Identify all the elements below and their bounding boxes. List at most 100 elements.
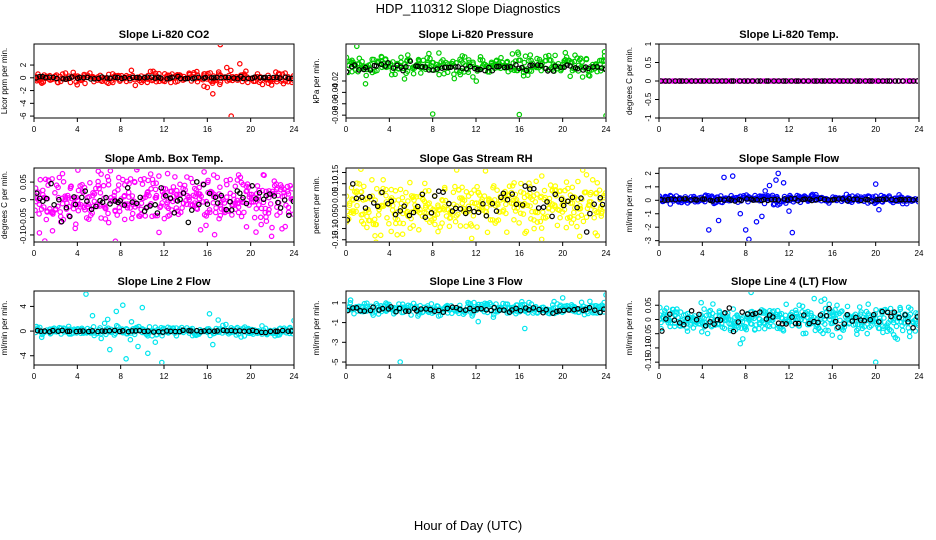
y-tick-label: 0 bbox=[644, 198, 653, 203]
y-tick-label: -2 bbox=[19, 86, 28, 94]
data-point bbox=[235, 204, 242, 210]
data-point bbox=[203, 222, 209, 229]
data-point bbox=[241, 209, 247, 216]
data-point bbox=[453, 169, 460, 173]
data-point bbox=[484, 229, 491, 236]
data-point bbox=[780, 180, 787, 186]
y-tick-label: -0.10 bbox=[331, 219, 340, 238]
data-point bbox=[177, 196, 183, 203]
data-point bbox=[743, 326, 750, 333]
data-point bbox=[243, 200, 250, 207]
data-point bbox=[717, 193, 724, 199]
data-point bbox=[789, 229, 796, 236]
data-point bbox=[203, 198, 210, 205]
data-point bbox=[43, 216, 50, 223]
data-point bbox=[915, 313, 918, 320]
data-point bbox=[251, 74, 258, 81]
data-point bbox=[123, 355, 129, 362]
points bbox=[347, 169, 605, 241]
data-point bbox=[915, 196, 918, 203]
data-point bbox=[404, 52, 411, 58]
data-point bbox=[74, 82, 81, 88]
data-point bbox=[396, 305, 403, 312]
data-point bbox=[717, 317, 724, 323]
data-point bbox=[552, 52, 558, 59]
data-point bbox=[769, 314, 776, 320]
data-point bbox=[766, 182, 773, 189]
data-point bbox=[667, 201, 674, 207]
data-point bbox=[782, 312, 789, 319]
data-point bbox=[253, 196, 259, 202]
data-point bbox=[98, 215, 104, 221]
data-point bbox=[403, 189, 409, 196]
series-all bbox=[347, 45, 605, 117]
series-all bbox=[35, 292, 293, 364]
data-point bbox=[850, 196, 857, 203]
x-tick-label: 4 bbox=[700, 372, 705, 381]
data-point bbox=[856, 304, 863, 310]
data-point bbox=[552, 63, 559, 69]
data-point bbox=[425, 201, 431, 208]
data-point bbox=[119, 327, 126, 334]
data-point bbox=[662, 78, 669, 84]
data-point bbox=[132, 179, 138, 186]
y-tick-label: -1 bbox=[644, 114, 653, 122]
data-point bbox=[400, 220, 407, 227]
x-tick-label: 8 bbox=[118, 372, 123, 381]
data-point bbox=[51, 202, 57, 208]
data-point bbox=[547, 57, 554, 64]
x-tick-label: 24 bbox=[915, 125, 924, 134]
data-point bbox=[504, 196, 511, 203]
data-point bbox=[353, 208, 359, 215]
data-point bbox=[222, 74, 229, 81]
data-point bbox=[153, 180, 160, 187]
data-point bbox=[597, 68, 604, 74]
data-point bbox=[362, 81, 369, 87]
data-point bbox=[42, 238, 48, 241]
data-point bbox=[722, 309, 728, 316]
data-point bbox=[577, 205, 584, 212]
data-point bbox=[537, 218, 544, 225]
y-tick-label: -0.04 bbox=[331, 83, 340, 102]
data-point bbox=[148, 242, 152, 246]
data-point bbox=[793, 78, 800, 84]
data-point bbox=[575, 178, 581, 185]
data-point bbox=[370, 221, 377, 228]
x-tick-label: 4 bbox=[387, 372, 392, 381]
data-point bbox=[363, 72, 370, 79]
data-point bbox=[126, 75, 133, 82]
x-tick-label: 12 bbox=[472, 372, 481, 381]
data-point bbox=[152, 75, 159, 81]
data-point bbox=[119, 75, 125, 82]
data-point bbox=[864, 330, 871, 337]
data-point bbox=[875, 319, 882, 325]
data-point bbox=[183, 197, 189, 204]
data-point bbox=[701, 306, 707, 312]
data-point bbox=[835, 196, 842, 202]
data-point bbox=[895, 311, 902, 317]
points bbox=[35, 292, 293, 364]
data-point bbox=[714, 197, 721, 203]
data-point bbox=[254, 73, 261, 80]
data-point bbox=[172, 174, 178, 180]
data-point bbox=[272, 69, 279, 75]
data-point bbox=[206, 190, 213, 197]
data-point bbox=[826, 301, 833, 308]
data-point bbox=[284, 183, 291, 190]
x-tick-label: 12 bbox=[785, 372, 794, 381]
data-point bbox=[671, 317, 678, 324]
data-point bbox=[268, 233, 275, 240]
points bbox=[660, 170, 918, 241]
x-tick-label: 12 bbox=[472, 249, 481, 258]
data-point bbox=[910, 197, 916, 203]
y-tick-label: -0.10 bbox=[644, 338, 653, 357]
points bbox=[347, 292, 605, 364]
x-tick-label: 16 bbox=[203, 125, 212, 134]
data-point bbox=[111, 192, 117, 199]
data-point bbox=[41, 328, 48, 334]
data-point bbox=[452, 183, 458, 190]
data-point bbox=[880, 196, 887, 203]
data-point bbox=[360, 221, 367, 227]
data-point bbox=[260, 196, 267, 203]
data-point bbox=[121, 202, 128, 208]
